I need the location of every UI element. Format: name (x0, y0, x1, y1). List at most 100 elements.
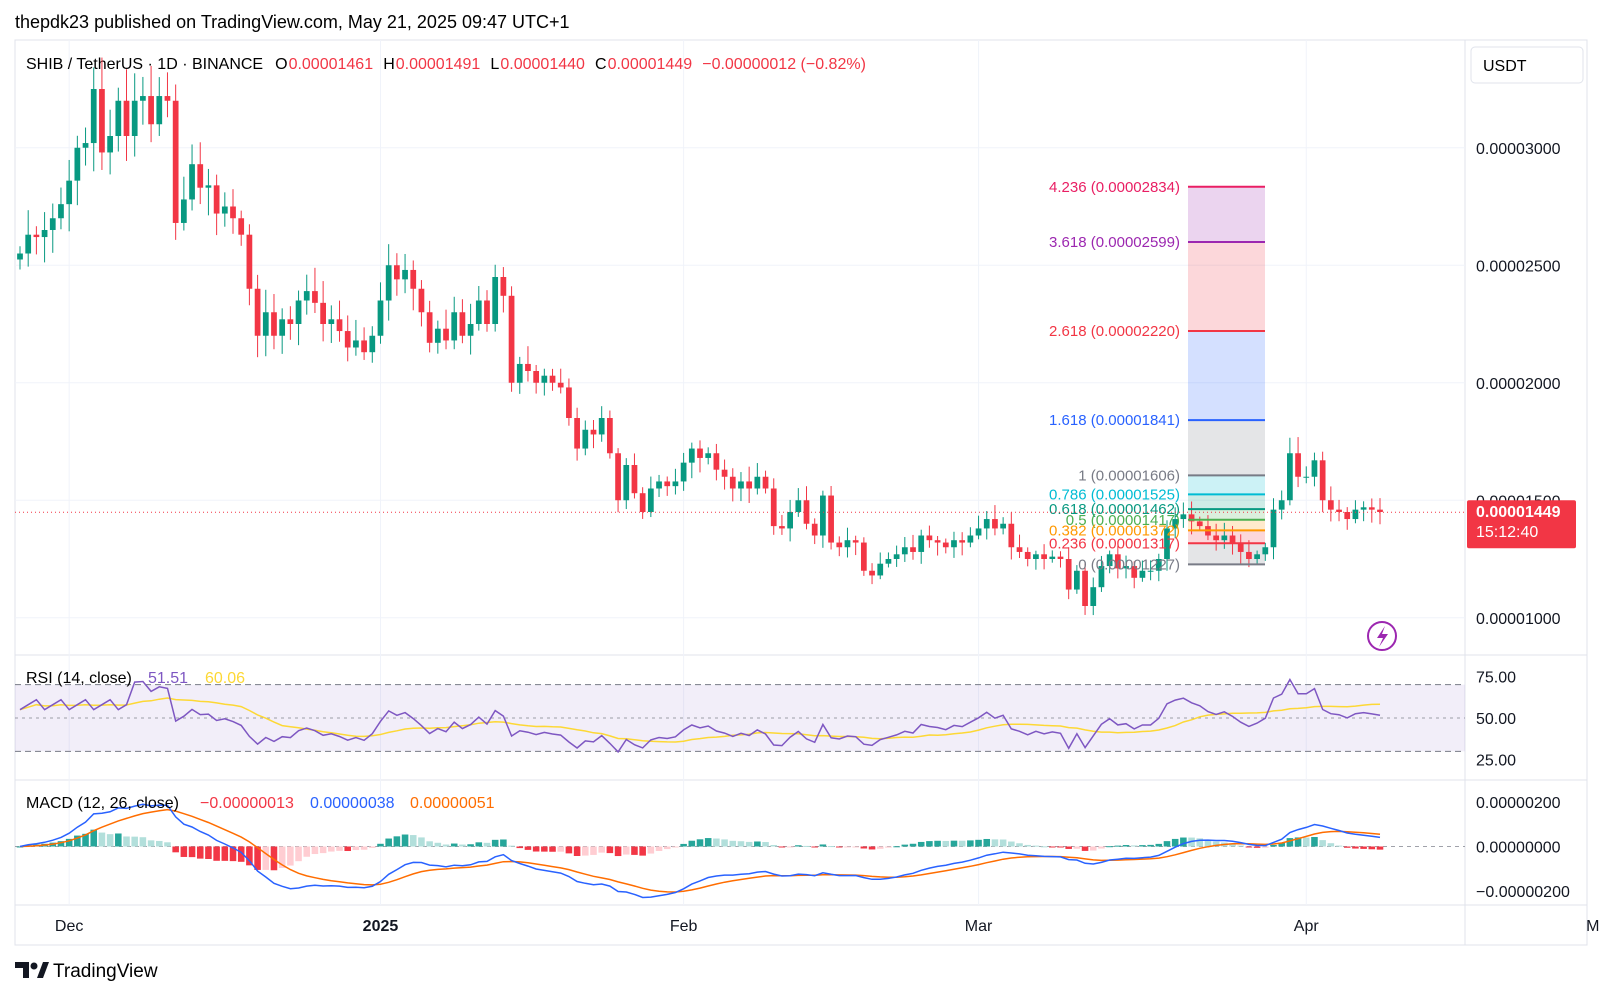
macd-hist-bar (278, 846, 286, 868)
macd-hist-bar (131, 836, 138, 847)
candle (901, 537, 908, 562)
macd-hist-bar (385, 838, 392, 847)
candle (1368, 498, 1375, 523)
macd-hist-bar (582, 846, 589, 856)
macd-hist-bar (852, 846, 859, 848)
macd-hist-bar (737, 841, 745, 847)
candle (1360, 501, 1367, 522)
candle (1114, 545, 1121, 579)
macd-hist-bar (573, 846, 581, 856)
macd-hist-bar (82, 833, 89, 847)
macd-hist-bar (450, 843, 458, 847)
candle (1106, 550, 1113, 574)
currency-label[interactable]: USDT (1483, 58, 1527, 75)
macd-hist-bar (631, 846, 638, 855)
macd-hist-bar (467, 844, 474, 847)
candle (557, 368, 564, 394)
symbol-label[interactable]: SHIB / TetherUS · 1D · BINANCE (26, 56, 263, 73)
candle (58, 187, 64, 230)
fib-level-label: 4.236 (0.00002834) (1049, 179, 1180, 196)
candle (942, 538, 949, 554)
macd-hist-bar (1065, 846, 1072, 849)
price-axis[interactable]: 0.000030000.000025000.000020000.00001500… (1476, 141, 1561, 628)
candle (1041, 544, 1047, 570)
candle (467, 303, 474, 355)
candle (131, 73, 138, 157)
macd-hist-bar (57, 841, 65, 847)
candle (508, 286, 515, 392)
candle (361, 327, 367, 360)
macd-hist-bar (1253, 846, 1261, 848)
macd-hist-bar (1130, 845, 1138, 847)
macd-hist-bar (754, 841, 761, 847)
macd-hist-bar (999, 839, 1007, 847)
fib-extension-levels[interactable]: 4.236 (0.00002834) 3.618 (0.00002599) 2.61… (1049, 179, 1265, 574)
macd-hist-bar (1376, 846, 1384, 850)
candle (1049, 550, 1056, 563)
candle (885, 552, 892, 568)
price-tick-label: 0.00002000 (1476, 376, 1561, 393)
macd-hist-bar (98, 832, 106, 847)
macd-hist-bar (1106, 846, 1113, 848)
candle (672, 468, 679, 495)
macd-hist-bar (369, 846, 376, 848)
candle (402, 253, 408, 294)
fib-extension-zone[interactable] (1188, 186, 1265, 565)
macd-hist-bar (409, 835, 417, 847)
fib-zone-band (1188, 475, 1265, 495)
candlestick-series (17, 57, 1383, 616)
candle (1336, 499, 1342, 522)
macd-hist-bar (156, 840, 163, 847)
candle (803, 486, 810, 530)
candle (918, 529, 925, 564)
currency-selector[interactable]: USDT (1470, 46, 1584, 84)
tradingview-logo[interactable]: TradingView (15, 961, 158, 982)
macd-hist-bar (508, 845, 515, 847)
macd-hist-bar (1212, 841, 1220, 847)
candle (951, 531, 957, 558)
candle (394, 253, 400, 296)
macd-hist-bar (819, 844, 827, 847)
macd-hist-bar (1196, 838, 1204, 847)
macd-hist-bar (360, 846, 368, 850)
rsi-title[interactable]: RSI (14, close) (26, 670, 132, 687)
macd-hist-bar (434, 842, 442, 847)
candle (33, 226, 40, 255)
macd-value: 0.00000038 (310, 795, 395, 812)
time-axis[interactable]: Dec 2025 Feb Mar Apr May (55, 918, 1600, 935)
close-label: C (595, 56, 607, 73)
high-value: 0.00001491 (396, 56, 481, 73)
macd-hist-bar (590, 846, 597, 855)
candle (25, 210, 32, 267)
macd-hist-bar (1245, 846, 1253, 848)
candle (90, 67, 97, 172)
macd-hist-bar (893, 846, 900, 848)
macd-hist-bar (311, 846, 319, 855)
macd-hist-bar (885, 846, 892, 848)
macd-hist-bar (164, 842, 171, 847)
candle (1016, 534, 1023, 558)
close-value: 0.00001449 (608, 56, 693, 73)
macd-hist-bar (541, 846, 548, 852)
macd-hist-bar (123, 836, 130, 847)
candle (189, 144, 195, 211)
candle (983, 511, 990, 540)
macd-hist-bar (1049, 846, 1056, 848)
candle (172, 84, 179, 240)
candle (353, 319, 359, 356)
time-tick-label: Feb (670, 918, 698, 935)
macd-hist-bar (147, 840, 155, 847)
macd-hist-bar (172, 846, 179, 853)
tradingview-logo-icon (15, 962, 49, 978)
lightning-icon[interactable] (1367, 621, 1397, 651)
candle (1311, 452, 1318, 487)
candle (779, 514, 785, 535)
macd-hist-value: −0.00000013 (200, 795, 294, 812)
macd-title[interactable]: MACD (12, 26, close) (26, 795, 179, 812)
macd-hist-bar (991, 839, 999, 847)
macd-hist-bar (622, 846, 630, 855)
macd-hist-bar (115, 833, 122, 847)
macd-hist-bar (868, 846, 876, 850)
macd-hist-bar (254, 846, 261, 870)
